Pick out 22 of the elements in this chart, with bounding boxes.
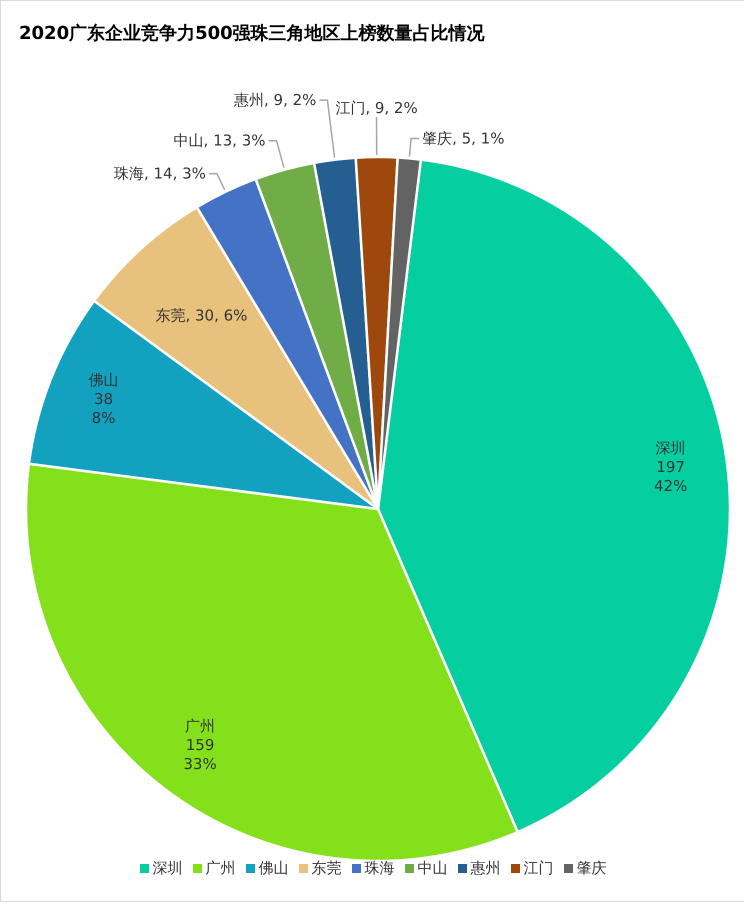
data-label: 197 42%: [654, 458, 688, 495]
category-label: 惠州, 9, 2%: [234, 91, 316, 110]
category-label: 肇庆, 5, 1%: [422, 129, 504, 148]
legend-label: 肇庆: [576, 859, 606, 878]
category-label: 东莞, 30, 6%: [155, 306, 248, 324]
category-label: 江门, 9, 2%: [335, 99, 418, 118]
legend-label: 珠海: [364, 859, 394, 878]
legend-label: 江门: [522, 859, 554, 878]
legend-label: 深圳: [152, 859, 182, 878]
slice-label: 广州: [185, 717, 216, 736]
slice-label: 深圳: [656, 438, 686, 457]
legend-label: 中山: [416, 859, 448, 878]
legend-label: 惠州: [470, 859, 500, 878]
data-label: 38 8%: [92, 390, 116, 428]
data-label: 159 33%: [183, 736, 217, 774]
slice-label: 佛山: [88, 371, 118, 390]
legend-label: 佛山: [258, 859, 288, 878]
category-label: 中山, 13, 3%: [174, 132, 266, 150]
category-label: 珠海, 14, 3%: [114, 164, 206, 183]
legend-label: 东莞: [310, 859, 342, 878]
legend-label: 广州: [204, 859, 236, 878]
chart-title: 2020广东企业竞争力500强珠三角地区上榜数量占比情况: [19, 23, 486, 44]
